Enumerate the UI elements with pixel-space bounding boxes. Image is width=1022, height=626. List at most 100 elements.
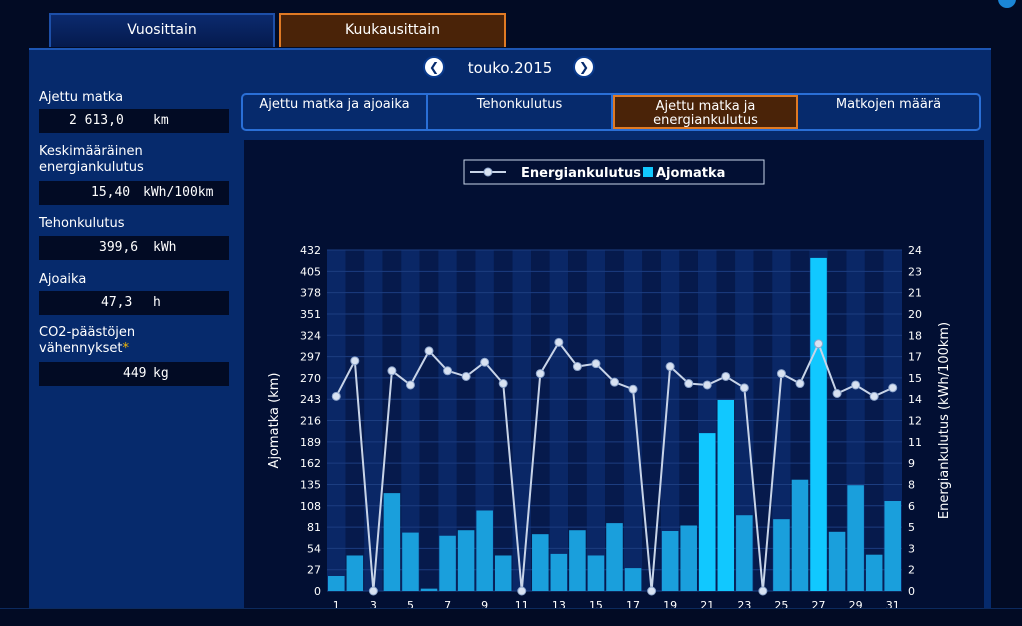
y-right-tick-label: 23 (908, 265, 922, 278)
y-right-tick-label: 11 (908, 436, 922, 449)
y-left-tick-label: 81 (307, 521, 321, 534)
x-tick-label: 11 (515, 599, 529, 608)
y-right-tick-label: 9 (908, 457, 915, 470)
co2-label-1: CO2-päästöjen (39, 325, 136, 340)
co2-label-2: vähennykset* (39, 341, 129, 357)
y-left-tick-label: 270 (300, 372, 321, 385)
month-navigator: ❮ touko.2015 ❯ (425, 58, 597, 80)
corner-indicator (998, 0, 1016, 8)
y-left-tick-label: 189 (300, 436, 321, 449)
y-left-axis-title: Ajomatka (km) (267, 373, 282, 469)
line-point (739, 383, 749, 393)
bar-ajomatka (476, 510, 493, 591)
y-right-tick-label: 0 (908, 585, 915, 598)
bar-ajomatka (828, 531, 846, 591)
distance-value-box: 2 613,0 km (39, 109, 229, 133)
bar-ajomatka (736, 515, 753, 591)
power-value: 399,6 (99, 240, 139, 255)
y-left-tick-label: 297 (300, 351, 321, 364)
x-tick-label: 27 (812, 599, 826, 608)
tab-monthly[interactable]: Kuukausittain (279, 13, 506, 47)
tab-distance-energy[interactable]: Ajettu matka ja energiankulutus (613, 95, 798, 129)
line-point (368, 586, 378, 596)
bar-ajomatka (328, 576, 345, 591)
chevron-left-icon[interactable]: ❮ (425, 58, 443, 76)
line-point (387, 366, 397, 376)
power-unit: kWh (153, 240, 177, 255)
line-point (517, 586, 527, 596)
panel-divider (29, 48, 991, 50)
x-tick-label: 17 (626, 599, 640, 608)
line-point (405, 380, 415, 390)
y-right-tick-label: 14 (908, 393, 922, 406)
bar-ajomatka (606, 523, 623, 591)
footnote-star: * (122, 341, 129, 356)
x-tick-label: 9 (481, 599, 488, 608)
legend-box (463, 159, 765, 185)
avg-consumption-label-1: Keskimääräinen (39, 144, 143, 159)
line-point (702, 380, 712, 390)
line-point (684, 379, 694, 389)
line-point (498, 379, 508, 389)
legend-bar-swatch (643, 167, 653, 177)
x-tick-label: 25 (774, 599, 788, 608)
line-point (851, 380, 861, 390)
x-tick-label: 3 (370, 599, 377, 608)
x-tick-label: 13 (552, 599, 566, 608)
y-right-tick-label: 21 (908, 287, 922, 300)
drive-time-unit: h (153, 295, 161, 310)
drive-time-value-box: 47,3 h (39, 291, 229, 315)
y-left-tick-label: 162 (300, 457, 321, 470)
bar-ajomatka (847, 485, 864, 591)
bar-ajomatka (420, 588, 438, 591)
bar-ajomatka (680, 525, 697, 591)
bar-ajomatka (698, 433, 716, 591)
co2-label-text: vähennykset (39, 341, 123, 356)
line-point (461, 371, 471, 381)
chevron-right-icon[interactable]: ❯ (575, 58, 593, 76)
co2-value-box: 449 kg (39, 362, 229, 386)
bar-ajomatka (587, 555, 605, 591)
y-left-tick-label: 243 (300, 393, 321, 406)
drive-time-value: 47,3 (101, 295, 133, 310)
bar-ajomatka (661, 531, 679, 591)
x-tick-label: 5 (407, 599, 414, 608)
tab-power-consumption[interactable]: Tehonkulutus (428, 95, 613, 129)
y-left-tick-label: 0 (314, 585, 321, 598)
y-right-tick-label: 8 (908, 478, 915, 491)
power-label: Tehonkulutus (39, 216, 125, 231)
y-left-tick-label: 405 (300, 265, 321, 278)
bar-ajomatka (457, 530, 475, 591)
line-point (832, 389, 842, 399)
avg-consumption-value-box: 15,40 kWh/100km (39, 181, 229, 205)
y-left-tick-label: 378 (300, 287, 321, 300)
legend-distance-label: Ajomatka (656, 166, 725, 181)
drive-time-label: Ajoaika (39, 272, 87, 287)
x-tick-label: 19 (663, 599, 677, 608)
x-tick-label: 23 (737, 599, 751, 608)
line-point (610, 377, 619, 387)
y-left-tick-label: 108 (300, 500, 321, 513)
bar-ajomatka (791, 479, 809, 591)
tab-trip-count[interactable]: Matkojen määrä (835, 97, 942, 112)
bottom-strip (0, 608, 1022, 626)
y-left-tick-label: 135 (300, 478, 321, 491)
x-tick-label: 1 (333, 599, 340, 608)
main-panel: ❮ touko.2015 ❯ Ajettu matka 2 613,0 km K… (29, 48, 991, 626)
bar-ajomatka (532, 534, 549, 591)
y-right-tick-label: 15 (908, 372, 922, 385)
bar-ajomatka (494, 555, 512, 591)
y-left-tick-label: 54 (307, 542, 321, 555)
y-left-tick-label: 27 (307, 564, 321, 577)
y-right-tick-label: 2 (908, 564, 915, 577)
line-point (591, 359, 601, 369)
legend-energy-label: Energiankulutus (521, 166, 641, 181)
y-right-tick-label: 20 (908, 308, 922, 321)
line-point (776, 369, 786, 379)
line-point (647, 586, 657, 596)
tab-distance-drive-time[interactable]: Ajettu matka ja ajoaika (243, 95, 428, 129)
line-point (795, 379, 805, 389)
tab-yearly[interactable]: Vuosittain (49, 13, 275, 47)
y-right-tick-label: 3 (908, 542, 915, 555)
line-point (869, 391, 879, 401)
